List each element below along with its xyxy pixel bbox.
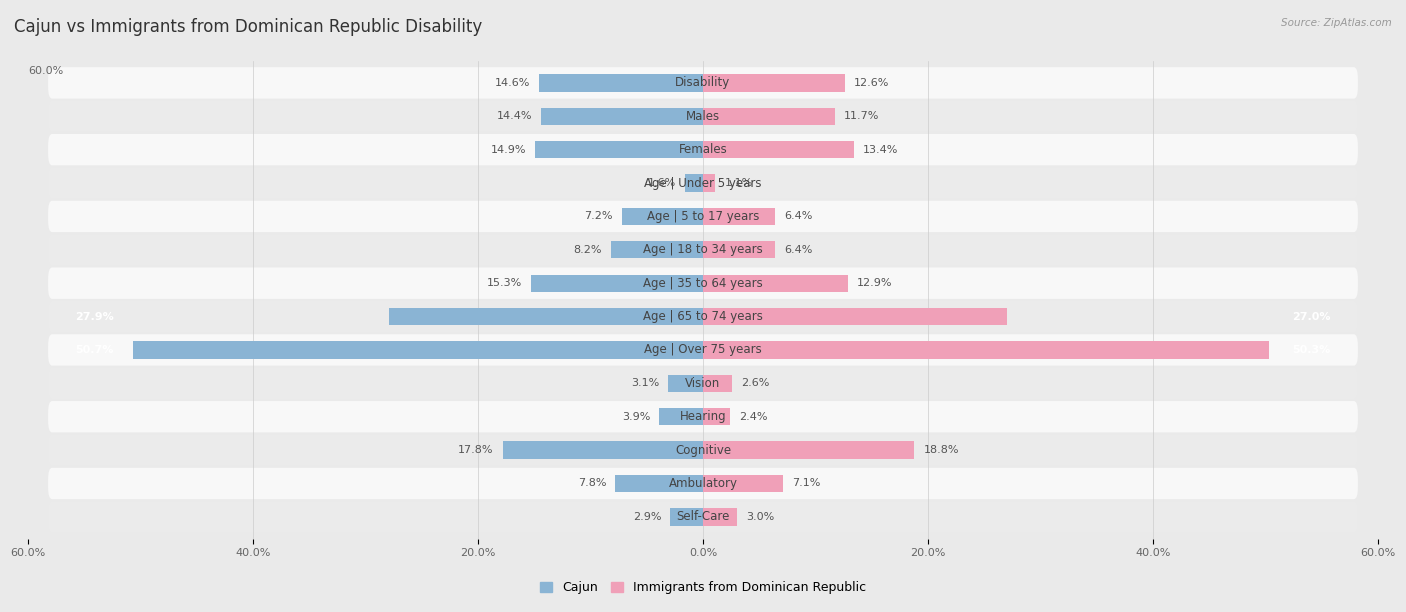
Text: Cajun vs Immigrants from Dominican Republic Disability: Cajun vs Immigrants from Dominican Repub… [14, 18, 482, 36]
Text: 50.7%: 50.7% [76, 345, 114, 355]
Text: Vision: Vision [685, 377, 721, 390]
Text: 8.2%: 8.2% [574, 245, 602, 255]
Text: 1.6%: 1.6% [648, 178, 676, 188]
Text: 2.9%: 2.9% [633, 512, 661, 522]
Text: Age | Under 5 years: Age | Under 5 years [644, 176, 762, 190]
FancyBboxPatch shape [48, 67, 1358, 99]
Text: Hearing: Hearing [679, 410, 727, 424]
Text: 2.4%: 2.4% [740, 412, 768, 422]
Text: 3.0%: 3.0% [745, 512, 773, 522]
FancyBboxPatch shape [48, 134, 1358, 165]
Bar [703, 108, 835, 125]
Text: 14.6%: 14.6% [495, 78, 530, 88]
Text: 14.9%: 14.9% [491, 144, 526, 155]
Bar [132, 341, 703, 359]
Bar [703, 375, 733, 392]
Text: Source: ZipAtlas.com: Source: ZipAtlas.com [1281, 18, 1392, 28]
Bar [703, 174, 716, 192]
Text: Age | 18 to 34 years: Age | 18 to 34 years [643, 244, 763, 256]
Legend: Cajun, Immigrants from Dominican Republic: Cajun, Immigrants from Dominican Republi… [534, 576, 872, 599]
Bar [616, 475, 703, 492]
Text: Age | Over 75 years: Age | Over 75 years [644, 343, 762, 356]
Text: Ambulatory: Ambulatory [668, 477, 738, 490]
FancyBboxPatch shape [48, 167, 1358, 199]
FancyBboxPatch shape [48, 234, 1358, 266]
Bar [503, 441, 703, 459]
Bar [703, 141, 853, 159]
Bar [703, 207, 775, 225]
Text: 3.1%: 3.1% [631, 378, 659, 389]
FancyBboxPatch shape [48, 267, 1358, 299]
FancyBboxPatch shape [48, 468, 1358, 499]
Text: 13.4%: 13.4% [863, 144, 898, 155]
Text: 7.2%: 7.2% [585, 211, 613, 222]
Bar [668, 375, 703, 392]
Text: Cognitive: Cognitive [675, 444, 731, 457]
FancyBboxPatch shape [48, 435, 1358, 466]
Text: 12.6%: 12.6% [853, 78, 889, 88]
FancyBboxPatch shape [48, 301, 1358, 332]
Text: Age | 65 to 74 years: Age | 65 to 74 years [643, 310, 763, 323]
Text: 27.0%: 27.0% [1292, 312, 1330, 321]
Text: 17.8%: 17.8% [458, 445, 494, 455]
Bar [621, 207, 703, 225]
Bar [536, 141, 703, 159]
Bar [389, 308, 703, 325]
Bar [703, 275, 848, 292]
Text: 6.4%: 6.4% [785, 245, 813, 255]
FancyBboxPatch shape [48, 368, 1358, 399]
Text: 11.7%: 11.7% [844, 111, 879, 121]
Text: Age | 35 to 64 years: Age | 35 to 64 years [643, 277, 763, 289]
Bar [703, 74, 845, 92]
FancyBboxPatch shape [48, 501, 1358, 532]
Text: 1.1%: 1.1% [724, 178, 752, 188]
FancyBboxPatch shape [48, 401, 1358, 433]
Text: Disability: Disability [675, 76, 731, 89]
Text: 50.3%: 50.3% [1292, 345, 1330, 355]
Text: 27.9%: 27.9% [76, 312, 114, 321]
Text: 14.4%: 14.4% [496, 111, 531, 121]
Text: 15.3%: 15.3% [486, 278, 522, 288]
Bar [541, 108, 703, 125]
Text: 18.8%: 18.8% [924, 445, 959, 455]
FancyBboxPatch shape [48, 201, 1358, 232]
Text: 60.0%: 60.0% [28, 66, 63, 76]
Bar [538, 74, 703, 92]
FancyBboxPatch shape [48, 334, 1358, 365]
Bar [703, 441, 914, 459]
Text: Males: Males [686, 110, 720, 123]
Bar [671, 508, 703, 526]
Bar [703, 408, 730, 425]
Bar [703, 308, 1007, 325]
Bar [703, 508, 737, 526]
Text: 7.1%: 7.1% [792, 479, 820, 488]
Bar [703, 341, 1268, 359]
Text: 2.6%: 2.6% [741, 378, 769, 389]
Text: Females: Females [679, 143, 727, 156]
Bar [703, 475, 783, 492]
Text: Self-Care: Self-Care [676, 510, 730, 523]
Text: 7.8%: 7.8% [578, 479, 606, 488]
Bar [703, 241, 775, 258]
Bar [659, 408, 703, 425]
Text: 6.4%: 6.4% [785, 211, 813, 222]
Bar [685, 174, 703, 192]
Bar [610, 241, 703, 258]
Bar [531, 275, 703, 292]
Text: Age | 5 to 17 years: Age | 5 to 17 years [647, 210, 759, 223]
Text: 3.9%: 3.9% [621, 412, 650, 422]
Text: 12.9%: 12.9% [858, 278, 893, 288]
FancyBboxPatch shape [48, 100, 1358, 132]
